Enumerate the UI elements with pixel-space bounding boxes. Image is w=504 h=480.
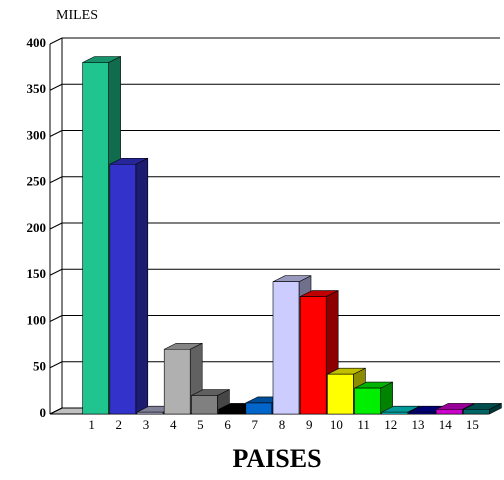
bar-face: [135, 157, 149, 415]
x-tick-label: 1: [88, 417, 95, 432]
x-tick-label: 7: [252, 417, 259, 432]
y-tick-label: 50: [33, 359, 46, 374]
bar: [354, 381, 393, 415]
tick-mark: [49, 315, 63, 322]
y-tick-label: 400: [27, 35, 47, 50]
x-tick-label: 10: [330, 417, 343, 432]
x-tick-label: 3: [143, 417, 150, 432]
y-tick-label: 100: [27, 312, 47, 327]
tick-mark: [49, 407, 63, 415]
tick-mark: [49, 268, 63, 276]
y-tick-label: 200: [27, 220, 47, 235]
bar-face: [82, 62, 109, 415]
bar-face: [435, 409, 463, 415]
bar-face: [327, 373, 354, 415]
bar-face: [218, 409, 245, 415]
x-tick-label: 6: [224, 417, 231, 432]
bar-face: [354, 387, 381, 415]
x-tick-label: 4: [170, 417, 177, 432]
x-tick-label: 12: [384, 417, 397, 432]
bar-face: [408, 411, 436, 415]
x-tick-label: 8: [279, 417, 286, 432]
bar-face: [191, 395, 218, 415]
bar: [463, 402, 502, 415]
bar-face: [463, 409, 490, 415]
x-tick-label: 5: [197, 417, 204, 432]
tick-mark: [49, 130, 63, 137]
bar-face: [245, 402, 273, 415]
x-tick-label: 2: [116, 417, 123, 432]
x-tick-label: 11: [357, 417, 370, 432]
bar-face: [136, 411, 164, 415]
y-tick-label: 350: [27, 81, 47, 96]
bar: [109, 157, 149, 415]
y-tick-label: 250: [27, 174, 47, 189]
bar-face: [381, 411, 409, 415]
y-axis-label: MILES: [56, 8, 98, 23]
y-tick-label: 0: [40, 405, 47, 420]
x-axis-label: PAISES: [232, 444, 321, 473]
tick-mark: [49, 37, 63, 45]
tick-mark: [49, 361, 63, 369]
x-tick-label: 14: [439, 417, 453, 432]
tick-mark: [49, 176, 63, 184]
bar-face: [299, 296, 327, 415]
tick-mark: [49, 222, 63, 230]
y-tick-label: 150: [27, 266, 47, 281]
y-tick-label: 300: [27, 127, 47, 142]
x-tick-label: 15: [466, 417, 479, 432]
tick-mark: [49, 83, 63, 91]
x-tick-label: 13: [412, 417, 425, 432]
bar-face: [163, 348, 191, 415]
bar: [163, 342, 203, 415]
x-tick-label: 9: [306, 417, 313, 432]
bar-face: [272, 281, 300, 415]
bar-face: [109, 163, 137, 415]
